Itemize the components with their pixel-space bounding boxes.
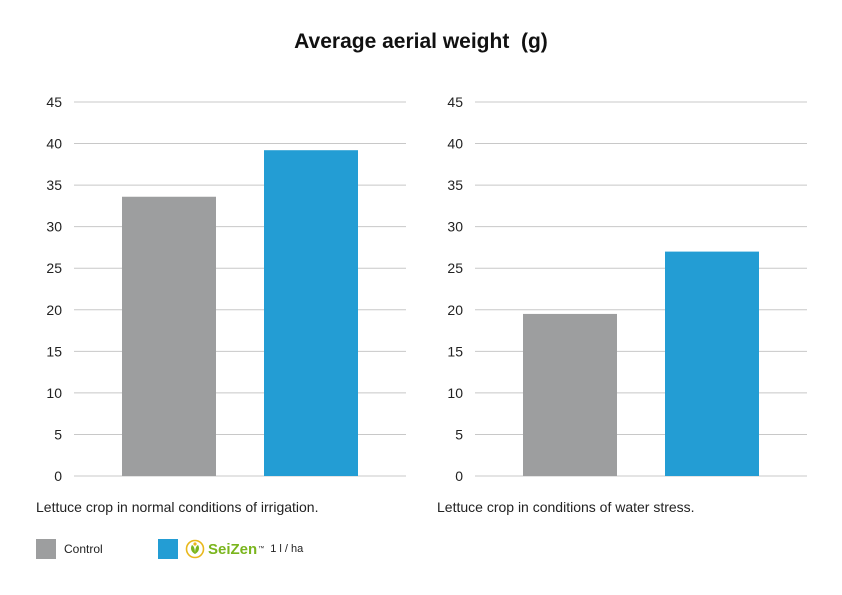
y-tick-label: 30	[447, 219, 463, 235]
legend-item-control: Control	[36, 538, 103, 560]
bar-control-normal	[122, 196, 216, 476]
y-tick-label: 10	[46, 385, 62, 401]
y-tick-label: 10	[447, 385, 463, 401]
seizen-logo-text: SeiZen	[208, 540, 258, 558]
legend-swatch-control	[36, 539, 56, 559]
leaf-logo-icon	[185, 539, 205, 559]
y-tick-label: 35	[46, 177, 62, 193]
y-tick-label: 20	[46, 302, 62, 318]
y-tick-label: 5	[455, 426, 463, 442]
y-tick-label: 20	[447, 302, 463, 318]
y-tick-label: 40	[447, 136, 463, 152]
seizen-logo: SeiZen ™	[185, 539, 264, 559]
y-tick-label: 35	[447, 177, 463, 193]
y-tick-label: 25	[447, 260, 463, 276]
bar-control-stress	[523, 313, 617, 476]
y-tick-label: 15	[46, 343, 62, 359]
legend-label-control: Control	[64, 542, 103, 556]
legend-label-dose: 1 l / ha	[270, 543, 304, 555]
y-tick-label: 0	[455, 468, 463, 484]
y-tick-label: 15	[447, 343, 463, 359]
y-tick-label: 5	[54, 426, 62, 442]
bar-seizen-stress	[665, 251, 759, 476]
y-tick-label: 45	[46, 94, 62, 110]
y-tick-label: 30	[46, 219, 62, 235]
chart-title: Average aerial weight (g)	[294, 30, 548, 53]
legend-swatch-seizen	[158, 539, 178, 559]
y-tick-label: 25	[46, 260, 62, 276]
caption-water-stress: Lettuce crop in conditions of water stre…	[437, 499, 695, 515]
caption-normal-irrigation: Lettuce crop in normal conditions of irr…	[36, 499, 319, 515]
trademark-mark: ™	[258, 546, 265, 552]
bar-seizen-normal	[264, 150, 358, 476]
y-tick-label: 40	[46, 136, 62, 152]
y-tick-label: 0	[54, 468, 62, 484]
legend-item-seizen: SeiZen ™ 1 l / ha	[158, 538, 303, 560]
y-tick-label: 45	[447, 94, 463, 110]
